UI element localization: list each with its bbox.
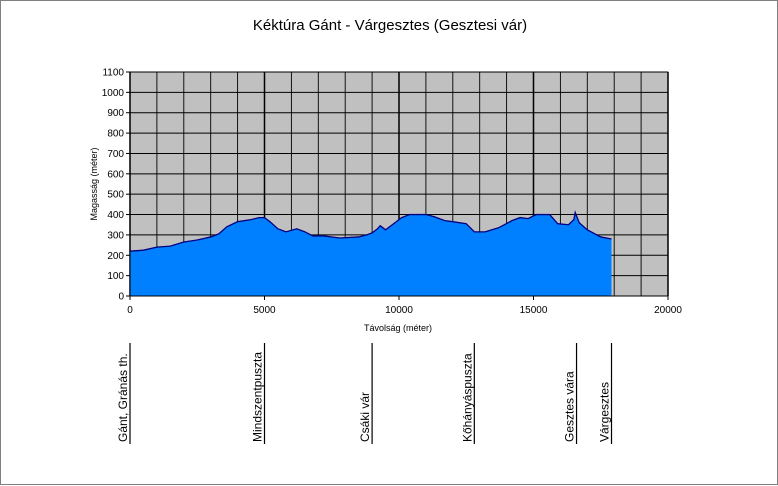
waypoint-label: Kőhányáspuszta — [460, 353, 474, 442]
waypoint-label: Gánt, Gránás th. — [116, 353, 130, 442]
waypoint-label: Csáki vár — [358, 392, 372, 442]
y-tick-label: 1000 — [102, 88, 125, 99]
waypoint-label: Gesztes vára — [563, 371, 577, 442]
y-tick-label: 600 — [107, 169, 124, 180]
waypoint-markers: Gánt, Gránás th. Mindszentpuszta Csáki vár… — [116, 343, 613, 444]
y-tick-label: 1100 — [102, 68, 124, 79]
x-tick-label: 10000 — [385, 305, 413, 316]
x-tick-label: 20000 — [654, 305, 682, 316]
y-tick-label: 800 — [107, 129, 124, 140]
y-tick-label: 700 — [107, 149, 124, 160]
elevation-line — [129, 210, 612, 252]
y-tick-label: 300 — [107, 230, 124, 241]
waypoint-label: Mindszentpuszta — [251, 352, 265, 442]
y-tick-label: 100 — [107, 271, 124, 282]
waypoint-label: Várgesztes — [598, 382, 612, 442]
y-tick-label: 200 — [107, 251, 124, 262]
x-axis-ticks: 0 5000 10000 15000 20000 — [127, 72, 682, 316]
y-tick-label: 900 — [107, 108, 124, 119]
x-tick-label: 5000 — [253, 305, 276, 316]
elevation-area — [130, 212, 612, 296]
y-tick-label: 500 — [107, 190, 124, 201]
series-layer — [129, 210, 612, 296]
y-axis-ticks: 0 100 200 300 400 500 600 700 800 900 1000 1100 — [102, 68, 130, 303]
y-axis-label: Magasság (méter) — [89, 147, 99, 220]
x-tick-label: 15000 — [520, 305, 548, 316]
x-axis-label: Távolság (méter) — [364, 323, 432, 333]
y-tick-label: 0 — [118, 292, 124, 303]
chart-title: Kéktúra Gánt - Várgesztes (Gesztesi vár) — [253, 17, 527, 34]
y-tick-label: 400 — [107, 210, 124, 221]
x-tick-label: 0 — [127, 305, 133, 316]
